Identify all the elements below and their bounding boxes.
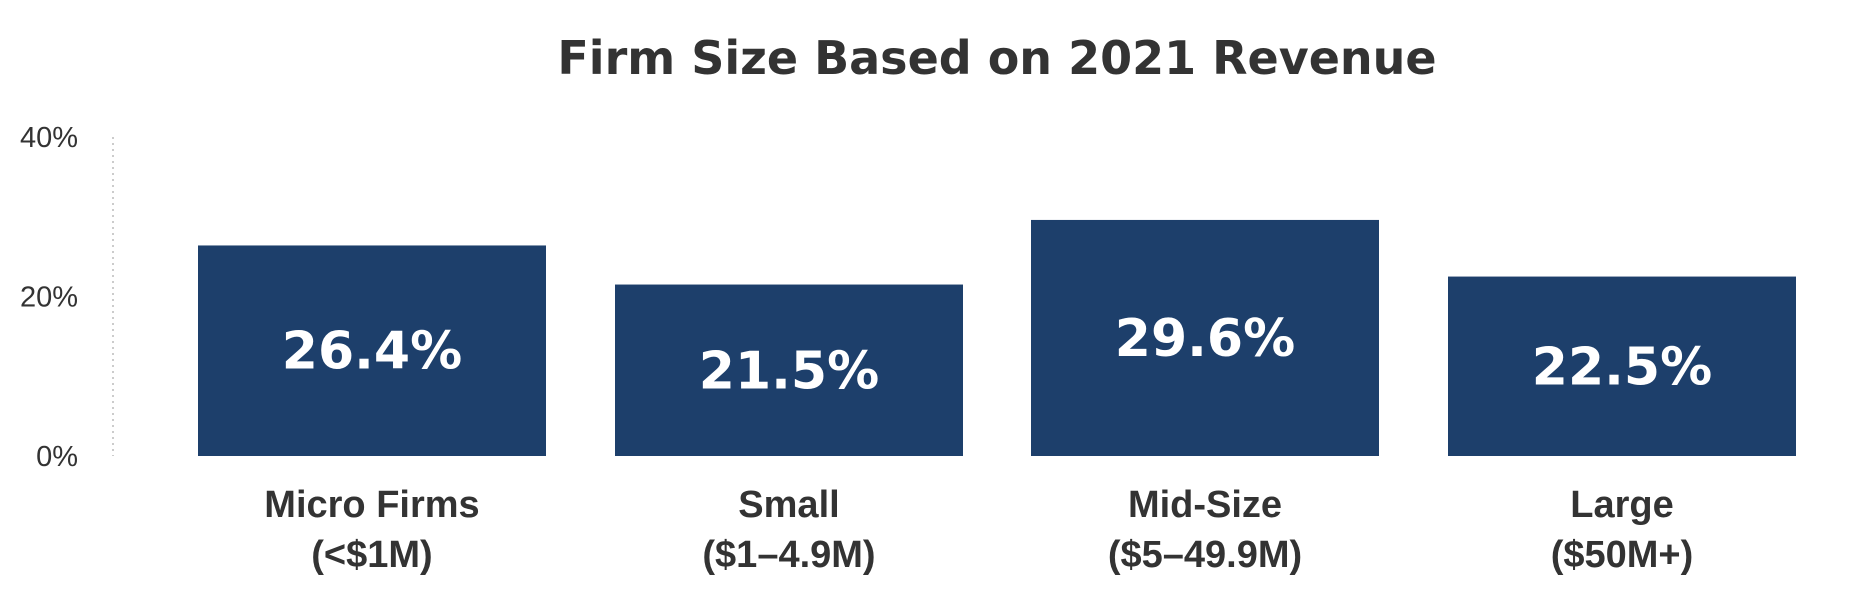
chart-title: Firm Size Based on 2021 Revenue — [557, 31, 1436, 85]
bar-value-label: 26.4% — [282, 322, 462, 382]
bar-value-label: 22.5% — [1532, 337, 1712, 397]
category-labels: Micro Firms (<$1M) Small ($1–4.9M) Mid-Size (… — [264, 484, 1693, 576]
bar-value-label: 29.6% — [1115, 309, 1295, 369]
category-label: ($1–4.9M) — [702, 534, 875, 576]
category-label: (<$1M) — [311, 534, 432, 576]
y-axis-ticks: 0% 20% 40% — [20, 122, 78, 473]
bar — [615, 284, 963, 456]
bar-value-label: 21.5% — [699, 341, 879, 401]
bar-value-labels: 26.4% 21.5% 29.6% 22.5% — [282, 309, 1712, 401]
category-label: Micro Firms — [264, 484, 479, 526]
category-label: Mid-Size — [1128, 484, 1282, 526]
category-label: ($50M+) — [1551, 534, 1694, 576]
bar — [198, 245, 546, 456]
y-tick-label: 40% — [20, 122, 78, 154]
category-label: ($5–49.9M) — [1108, 534, 1302, 576]
y-tick-label: 0% — [36, 441, 78, 473]
bar — [1031, 219, 1379, 456]
bars — [198, 219, 1796, 456]
y-tick-label: 20% — [20, 282, 78, 314]
category-label: Large — [1570, 484, 1673, 526]
category-label: Small — [738, 484, 839, 526]
bar — [1448, 276, 1796, 456]
